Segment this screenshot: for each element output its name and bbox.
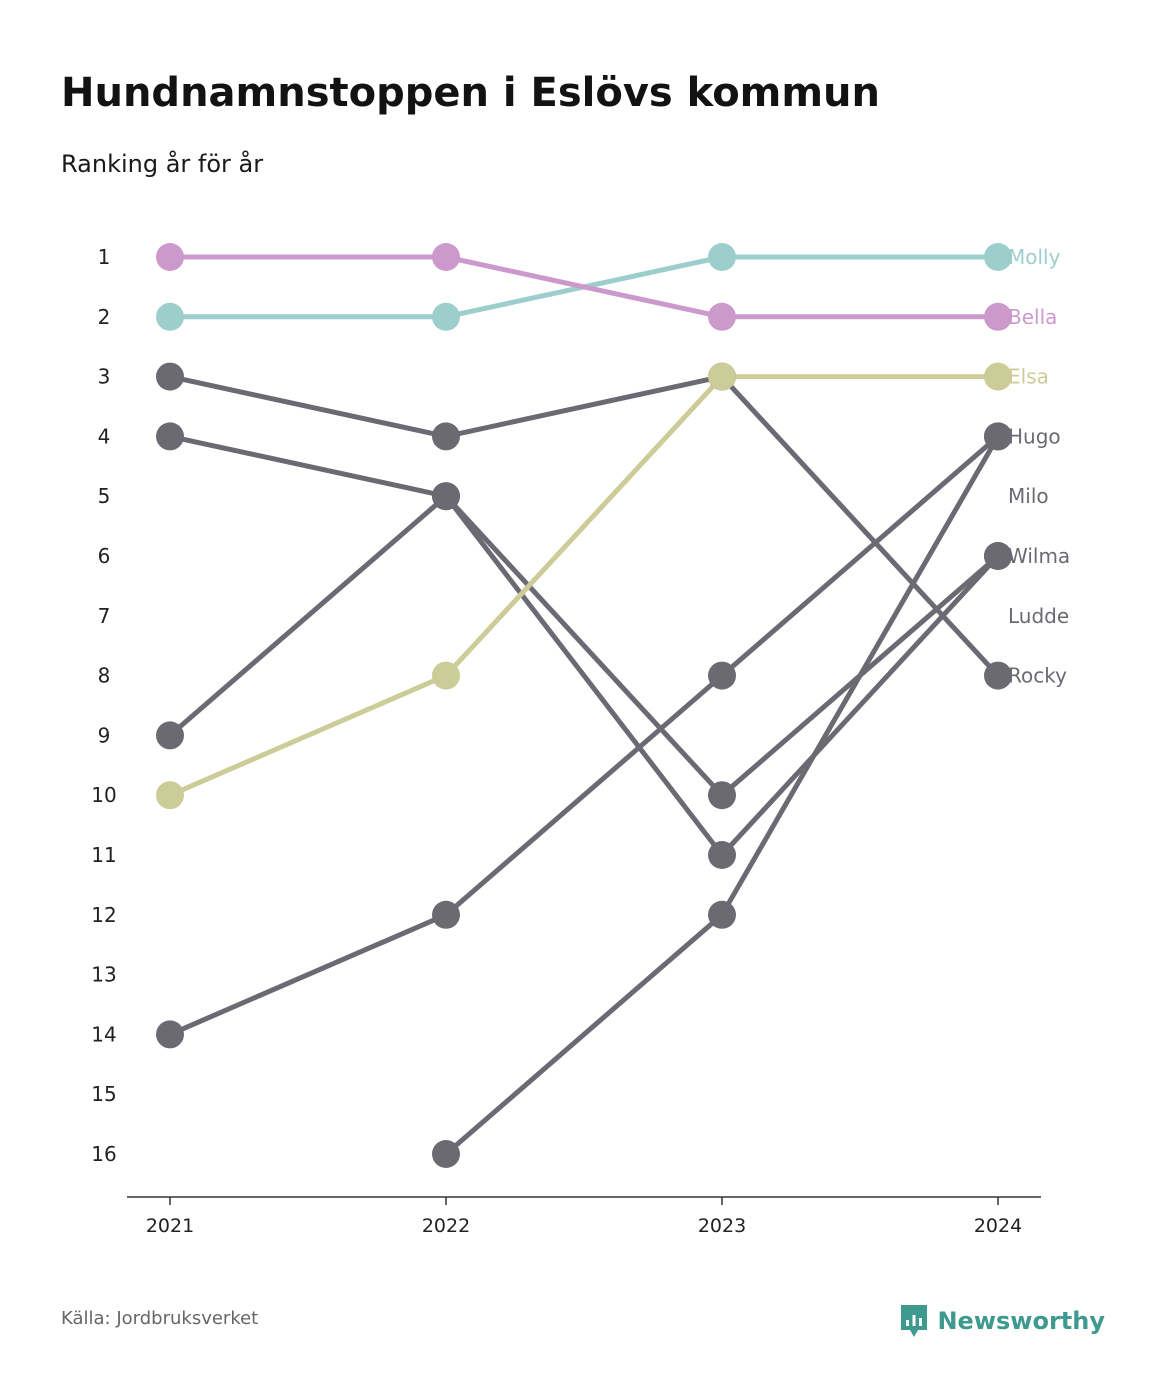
point-molly-2023 xyxy=(708,243,736,271)
end-labels: Molly Bella Elsa Hugo Milo Wilma Ludde Rocky xyxy=(1008,245,1070,688)
point-wilma-2023 xyxy=(708,781,736,810)
point-hugo-2023 xyxy=(708,661,736,690)
y-tick-label-8: 8 xyxy=(98,664,111,688)
point-ludde-2022 xyxy=(432,482,460,511)
y-tick-label-7: 7 xyxy=(98,604,111,628)
point-bella-2021 xyxy=(156,243,184,271)
point-hugo-2022 xyxy=(432,900,460,929)
end-label-bella: Bella xyxy=(1008,305,1057,329)
newsworthy-logo: Newsworthy xyxy=(899,1303,1105,1339)
y-tick-label-3: 3 xyxy=(98,365,111,389)
point-ludde-2024 xyxy=(984,542,1012,570)
series-line-bella xyxy=(167,254,1001,320)
point-elsa-2021 xyxy=(156,781,184,810)
newsworthy-logo-icon xyxy=(901,1305,928,1337)
point-bella-2023 xyxy=(708,302,736,331)
chart-title: Hundnamnstoppen i Eslövs kommun xyxy=(61,70,880,116)
series-line-ludde xyxy=(167,433,1001,858)
point-ludde-2023 xyxy=(708,841,736,869)
end-label-wilma: Wilma xyxy=(1008,544,1070,568)
x-tick-label-2022: 2022 xyxy=(422,1215,470,1237)
x-tick-label-2021: 2021 xyxy=(146,1215,194,1237)
series-line-elsa xyxy=(167,374,1001,798)
source-note: Källa: Jordbruksverket xyxy=(61,1308,259,1329)
point-molly-2021 xyxy=(156,302,184,331)
y-tick-label-2: 2 xyxy=(98,305,111,329)
y-tick-label-15: 15 xyxy=(91,1082,116,1106)
end-label-hugo: Hugo xyxy=(1008,424,1061,448)
y-tick-label-5: 5 xyxy=(98,484,111,508)
y-tick-label-16: 16 xyxy=(91,1142,116,1166)
y-tick-label-1: 1 xyxy=(98,245,111,269)
point-rocky-2024 xyxy=(984,661,1012,690)
point-rocky-2021 xyxy=(156,362,184,391)
x-tick-label-2023: 2023 xyxy=(698,1215,746,1237)
point-rocky-2022 xyxy=(432,422,460,451)
point-bella-2024 xyxy=(984,302,1012,331)
series-line-rocky xyxy=(167,374,1001,679)
point-molly-2024 xyxy=(984,243,1012,271)
series-points-other xyxy=(156,362,1012,1168)
series-line-hugo xyxy=(167,433,1001,1037)
y-tick-label-4: 4 xyxy=(98,424,111,448)
end-label-elsa: Elsa xyxy=(1008,365,1049,389)
y-tick-label-10: 10 xyxy=(91,783,116,807)
y-tick-label-12: 12 xyxy=(91,903,116,927)
point-bella-2022 xyxy=(432,243,460,271)
point-elsa-2023 xyxy=(708,362,736,391)
newsworthy-logo-text: Newsworthy xyxy=(937,1307,1105,1335)
point-milo-2024 xyxy=(984,422,1012,451)
y-tick-label-11: 11 xyxy=(91,843,116,867)
y-tick-label-9: 9 xyxy=(98,723,111,747)
chart-subtitle: Ranking år för år xyxy=(61,150,264,178)
x-tick-label-2024: 2024 xyxy=(974,1215,1022,1237)
series-line-wilma xyxy=(167,493,1001,798)
end-label-ludde: Ludde xyxy=(1008,604,1069,628)
point-elsa-2022 xyxy=(432,661,460,690)
end-label-rocky: Rocky xyxy=(1008,664,1067,688)
end-label-milo: Milo xyxy=(1008,484,1049,508)
point-milo-2022 xyxy=(432,1140,460,1168)
series-lines-other xyxy=(167,374,1001,1157)
series-points-highlight xyxy=(156,243,1012,810)
point-ludde-2021 xyxy=(156,422,184,451)
point-molly-2022 xyxy=(432,302,460,331)
y-tick-label-13: 13 xyxy=(91,963,116,987)
y-tick-label-14: 14 xyxy=(91,1022,116,1046)
point-hugo-2021 xyxy=(156,1020,184,1049)
point-milo-2023 xyxy=(708,900,736,929)
x-axis: 2021 2022 2023 2024 xyxy=(127,1196,1041,1237)
end-label-molly: Molly xyxy=(1008,245,1061,269)
point-wilma-2021 xyxy=(156,721,184,750)
point-elsa-2024 xyxy=(984,362,1012,391)
series-lines-highlight xyxy=(167,254,1001,798)
y-tick-label-6: 6 xyxy=(98,544,111,568)
